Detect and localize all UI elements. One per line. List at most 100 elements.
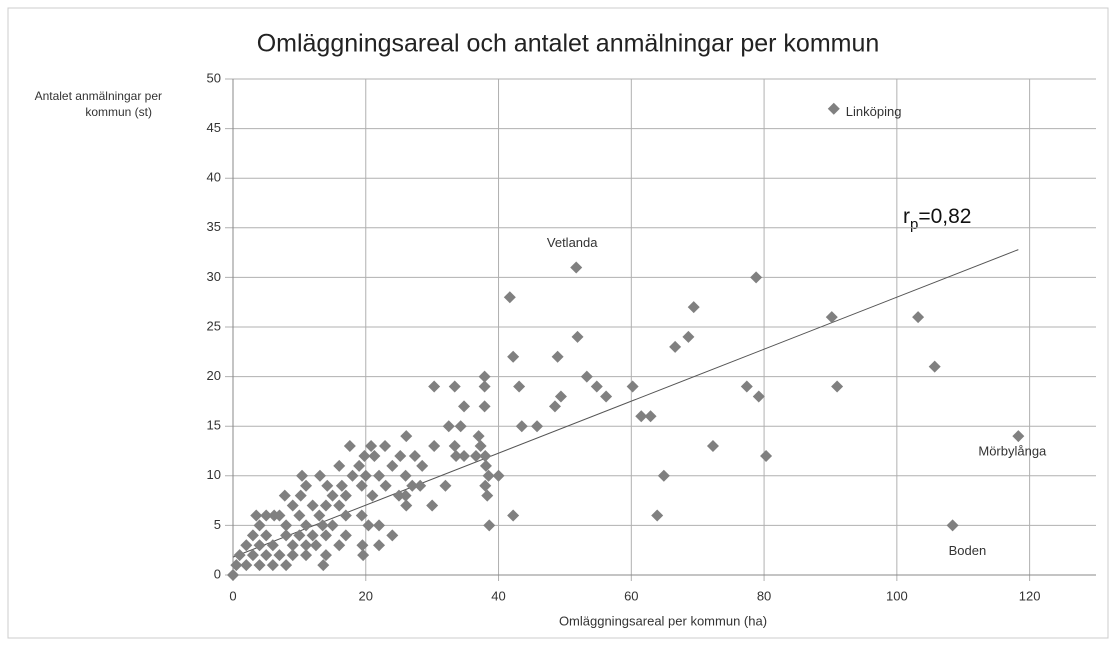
point xyxy=(319,499,332,512)
point xyxy=(280,519,293,532)
point xyxy=(366,489,379,502)
point xyxy=(240,559,253,572)
point xyxy=(333,499,346,512)
point xyxy=(300,539,313,552)
point xyxy=(300,479,313,492)
point xyxy=(230,559,243,572)
point xyxy=(439,479,452,492)
point xyxy=(416,459,429,472)
point xyxy=(752,390,765,403)
point xyxy=(478,380,491,393)
y-tick-label: 35 xyxy=(207,219,221,234)
y-tick-label: 15 xyxy=(207,418,221,433)
point xyxy=(300,519,313,532)
x-tick-label: 100 xyxy=(886,588,908,603)
point xyxy=(740,380,753,393)
point xyxy=(313,469,326,482)
point xyxy=(626,380,639,393)
point xyxy=(406,479,419,492)
point xyxy=(394,449,407,462)
point xyxy=(912,311,925,324)
point xyxy=(479,479,492,492)
point xyxy=(414,479,427,492)
point xyxy=(355,479,368,492)
point xyxy=(706,440,719,453)
y-tick-label: 25 xyxy=(207,318,221,333)
x-tick-label: 40 xyxy=(491,588,505,603)
point xyxy=(313,509,326,522)
point xyxy=(356,539,369,552)
point xyxy=(240,539,253,552)
point xyxy=(479,449,492,462)
point xyxy=(825,311,838,324)
point xyxy=(478,370,491,383)
point xyxy=(635,410,648,423)
point xyxy=(426,499,439,512)
point xyxy=(293,529,306,542)
point xyxy=(317,559,330,572)
point xyxy=(386,529,399,542)
point xyxy=(293,509,306,522)
y-axis-title: Antalet anmälningar per xyxy=(35,89,162,103)
point xyxy=(309,539,322,552)
point xyxy=(392,489,405,502)
point xyxy=(278,489,291,502)
point xyxy=(339,529,352,542)
annotation-sub: p xyxy=(910,216,918,233)
point xyxy=(339,509,352,522)
point xyxy=(379,440,392,453)
point xyxy=(454,420,467,433)
point xyxy=(365,440,378,453)
annotation-rest: =0,82 xyxy=(918,205,971,228)
point xyxy=(355,509,368,522)
y-tick-label: 30 xyxy=(207,269,221,284)
point xyxy=(233,549,246,562)
point xyxy=(831,380,844,393)
point xyxy=(482,469,495,482)
point xyxy=(478,400,491,413)
point xyxy=(253,519,266,532)
point xyxy=(481,489,494,502)
point xyxy=(442,420,455,433)
point xyxy=(253,559,266,572)
y-tick-label: 0 xyxy=(214,566,221,581)
point xyxy=(554,390,567,403)
point xyxy=(507,509,520,522)
point xyxy=(266,539,279,552)
point xyxy=(326,489,339,502)
point xyxy=(373,469,386,482)
point xyxy=(408,449,421,462)
point xyxy=(246,529,259,542)
y-tick-label: 5 xyxy=(214,517,221,532)
point xyxy=(474,440,487,453)
point xyxy=(479,459,492,472)
point xyxy=(507,350,520,363)
point xyxy=(373,539,386,552)
point xyxy=(1012,430,1025,443)
point-label: Vetlanda xyxy=(547,235,598,250)
point-label: Mörbylånga xyxy=(978,444,1047,459)
point xyxy=(273,549,286,562)
point xyxy=(580,370,593,383)
point xyxy=(750,271,763,284)
point xyxy=(306,529,319,542)
point xyxy=(358,449,371,462)
point xyxy=(483,519,496,532)
point xyxy=(286,539,299,552)
point xyxy=(316,519,329,532)
point xyxy=(513,380,526,393)
chart-border xyxy=(7,7,1109,639)
annotation: rp=0,82 xyxy=(903,205,971,233)
point xyxy=(246,549,259,562)
point xyxy=(319,549,332,562)
point xyxy=(657,469,670,482)
point xyxy=(357,549,370,562)
point xyxy=(590,380,603,393)
point xyxy=(827,102,840,115)
point xyxy=(548,400,561,413)
point xyxy=(492,469,505,482)
annotation-main: r xyxy=(903,205,910,228)
point xyxy=(472,430,485,443)
point xyxy=(339,489,352,502)
